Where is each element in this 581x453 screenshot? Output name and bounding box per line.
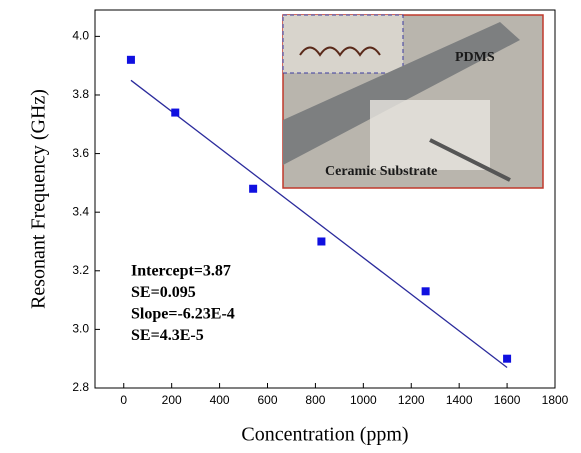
data-point xyxy=(171,108,180,117)
x-tick-label: 1400 xyxy=(446,393,473,407)
x-tick-label: 400 xyxy=(210,393,230,407)
x-tick-label: 800 xyxy=(305,393,325,407)
inset-zoom xyxy=(282,14,404,74)
y-tick-label: 3.8 xyxy=(72,87,89,101)
fit-line xyxy=(130,79,508,369)
annotation: Intercept=3.87 xyxy=(131,263,231,280)
annotation: SE=4.3E-5 xyxy=(131,327,204,344)
x-tick-label: 600 xyxy=(257,393,277,407)
x-tick-label: 200 xyxy=(162,393,182,407)
inset-photo: PDMS Ceramic Substrate xyxy=(282,14,544,189)
y-tick-label: 2.8 xyxy=(72,380,89,394)
inset-label: PDMS xyxy=(455,50,495,65)
inset-label: Ceramic Substrate xyxy=(325,164,437,179)
data-point xyxy=(317,237,326,246)
data-point xyxy=(421,287,430,296)
y-tick-label: 3.6 xyxy=(72,146,89,160)
y-tick-label: 3.4 xyxy=(72,204,89,218)
x-tick-label: 0 xyxy=(120,393,127,407)
plot-frame xyxy=(94,9,556,389)
inset-antenna xyxy=(299,46,381,57)
data-point xyxy=(503,354,512,363)
y-tick-label: 3.2 xyxy=(72,263,89,277)
data-point xyxy=(249,184,258,193)
inset-probe xyxy=(429,138,511,182)
x-axis-title: Concentration (ppm) xyxy=(241,424,408,446)
x-tick-label: 1800 xyxy=(542,393,569,407)
annotation: SE=0.095 xyxy=(131,284,196,301)
y-tick-label: 4.0 xyxy=(72,29,89,43)
y-tick-label: 3.0 xyxy=(72,322,89,336)
x-tick-label: 1600 xyxy=(494,393,521,407)
data-point xyxy=(126,55,135,64)
inset-ruler xyxy=(283,22,520,165)
annotation: Slope=-6.23E-4 xyxy=(131,306,235,323)
x-tick-label: 1000 xyxy=(350,393,377,407)
y-axis-title: Resonant Frequency (GHz) xyxy=(28,89,50,309)
x-tick-label: 1200 xyxy=(398,393,425,407)
